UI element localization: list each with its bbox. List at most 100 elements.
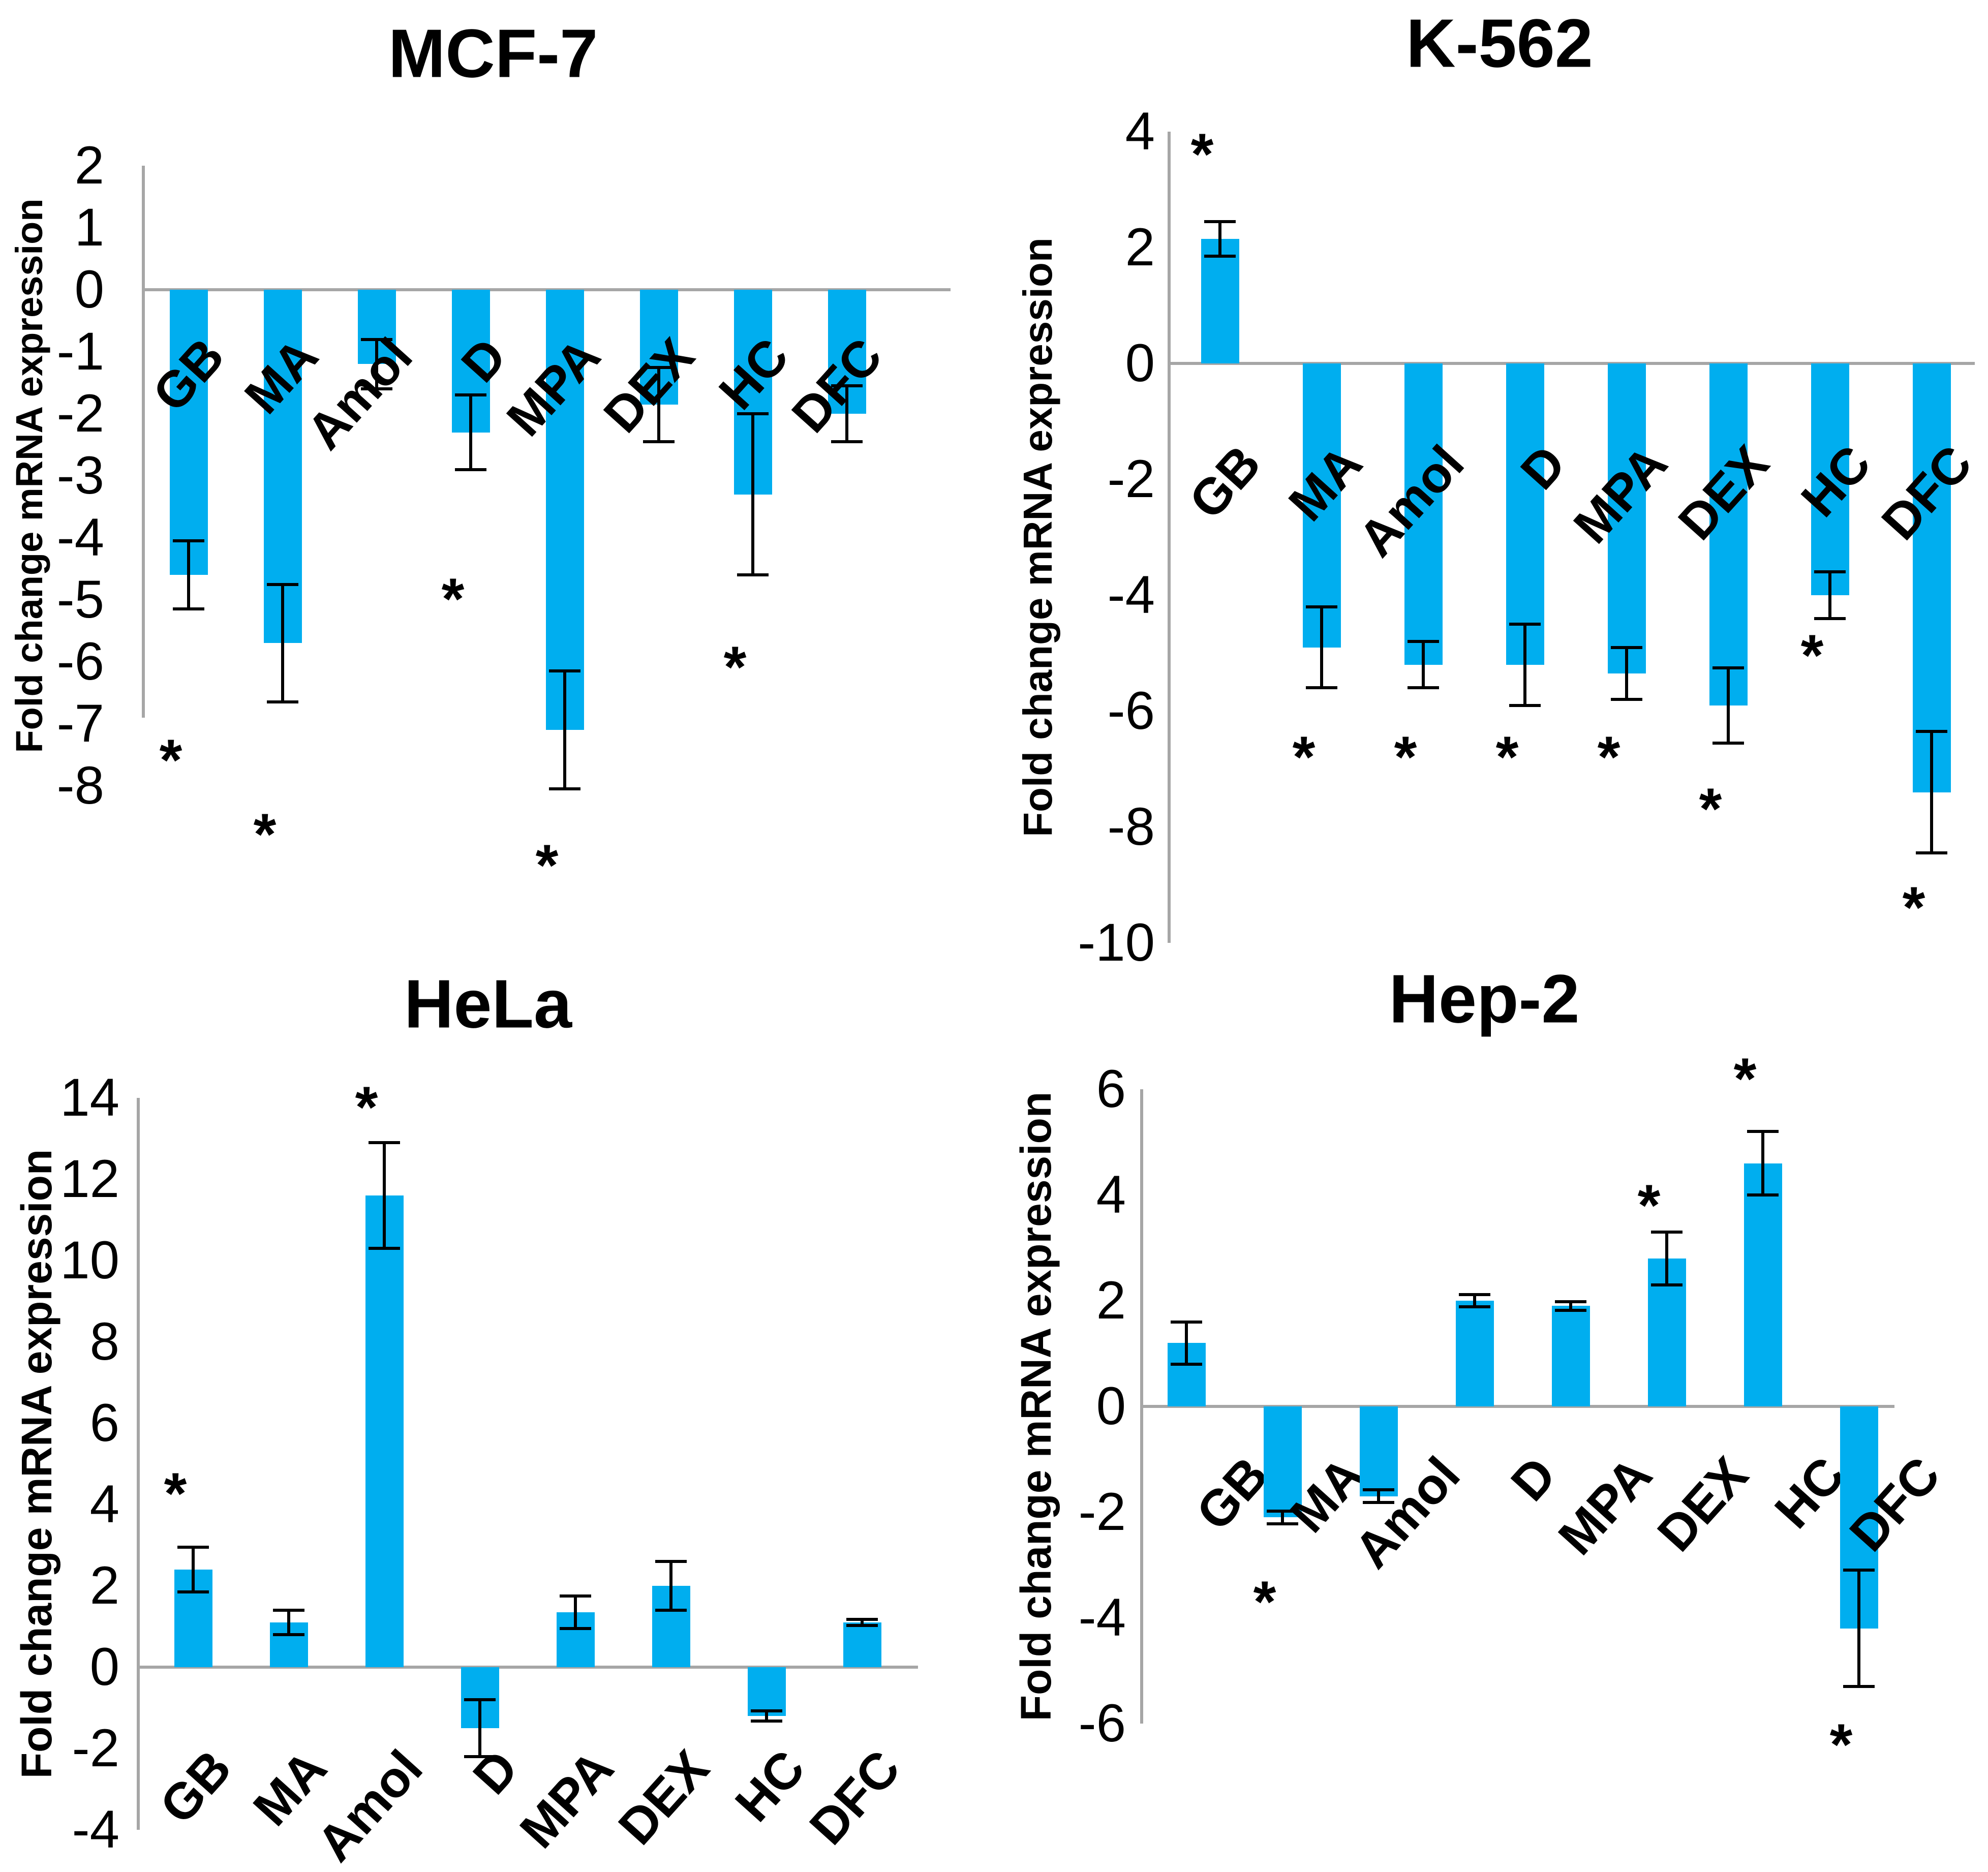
bar-dfc [843,1622,881,1667]
chart-title-hela: HeLa [404,965,572,1042]
y-axis-line [142,166,145,718]
error-bar-gb [187,541,190,609]
y-tick-label: -5 [56,570,104,629]
error-bar-cap-bottom [655,1609,687,1612]
y-tick-label: -2 [1078,1482,1126,1542]
bar-mpa [545,290,584,730]
category-label-d: D [1500,1446,1567,1512]
error-bar-mpa [1569,1302,1572,1310]
x-axis-line [1168,362,1975,365]
error-bar-cap-bottom [1204,255,1236,258]
error-bar-cap-top [361,337,392,341]
error-bar-amol [383,1143,386,1248]
error-bar-hc [765,1711,768,1721]
y-tick-label: -1 [56,322,104,381]
error-bar-amol [1422,641,1425,688]
significance-asterisk-dfc: * [1902,875,1925,941]
significance-asterisk-mpa: * [1597,724,1620,790]
error-bar-cap-bottom [369,1247,400,1250]
y-tick-label: 2 [1096,1271,1126,1330]
error-bar-ma [1320,606,1323,688]
significance-asterisk-hc: * [723,635,747,700]
error-bar-cap-bottom [1712,741,1744,745]
error-bar-dex [657,367,660,442]
bar-dfc [1912,363,1951,792]
error-bar-cap-top [1408,640,1439,643]
y-tick-label: -7 [56,694,104,753]
y-tick-label: -4 [1107,565,1155,625]
error-bar-gb [1185,1322,1188,1364]
error-bar-cap-bottom [1306,686,1337,690]
error-bar-cap-bottom [1363,1501,1394,1505]
y-axis-line [1168,132,1171,943]
y-tick-label: 12 [60,1149,119,1209]
y-tick-label: -8 [56,756,104,815]
significance-asterisk-dex: * [1699,777,1722,842]
error-bar-d [1473,1294,1476,1307]
bar-amol [1359,1406,1398,1496]
significance-asterisk-ma: * [1253,1570,1276,1635]
significance-asterisk-mpa: * [535,833,559,899]
y-tick-label: 0 [74,260,104,319]
y-tick-label: -6 [56,632,104,691]
bar-ma [1302,363,1341,648]
error-bar-dex [1727,667,1730,743]
error-bar-cap-bottom [1814,617,1846,620]
error-bar-cap-top [751,1709,782,1713]
error-bar-cap-bottom [1611,698,1642,701]
bar-mpa [1607,363,1646,673]
error-bar-cap-top [846,1617,878,1621]
error-bar-amol [375,339,378,389]
error-bar-cap-bottom [1651,1283,1683,1286]
y-tick-label: 6 [89,1393,119,1453]
y-tick-label: 10 [60,1231,119,1290]
error-bar-cap-top [1843,1569,1875,1572]
error-bar-cap-top [1459,1293,1490,1296]
error-bar-cap-top [1267,1509,1298,1513]
error-bar-dfc [1930,731,1933,853]
error-bar-cap-bottom [831,440,863,443]
error-bar-hc [751,414,754,575]
error-bar-cap-bottom [1509,703,1541,707]
error-bar-cap-top [1363,1488,1394,1492]
error-bar-hc [1828,572,1831,619]
y-tick-label: 4 [1125,102,1155,161]
y-tick-label: 4 [1096,1165,1126,1224]
error-bar-mpa [574,1596,577,1629]
error-bar-gb [1218,221,1221,257]
error-bar-d [478,1700,481,1757]
y-tick-label: 0 [1125,333,1155,393]
error-bar-cap-top [1204,220,1236,223]
category-label-mpa: MPA [1547,1446,1663,1566]
significance-asterisk-d: * [1495,724,1519,790]
error-bar-cap-bottom [549,787,580,791]
significance-asterisk-gb: * [159,728,182,793]
bar-hc [1811,363,1849,595]
error-bar-cap-bottom [177,1590,209,1593]
error-bar-cap-top [177,1546,209,1549]
y-tick-label: -4 [1078,1588,1126,1647]
significance-asterisk-dfc: * [1829,1712,1853,1778]
chart-title-mcf7: MCF-7 [388,15,598,92]
error-bar-cap-top [1171,1320,1202,1324]
error-bar-dfc [861,1619,864,1626]
error-bar-cap-top [464,1698,496,1701]
y-tick-label: -4 [56,508,104,567]
x-axis-line [1140,1405,1894,1408]
error-bar-d [1523,624,1526,705]
error-bar-cap-top [1747,1130,1779,1133]
error-bar-ma [287,1610,290,1635]
error-bar-cap-top [655,1560,687,1563]
error-bar-dfc [845,386,848,442]
y-tick-label: -6 [1078,1694,1126,1753]
y-tick-label: 2 [1125,218,1155,277]
significance-asterisk-hc: * [1733,1046,1757,1112]
significance-asterisk-ma: * [1292,724,1316,790]
significance-asterisk-hc: * [1800,623,1824,689]
error-bar-cap-bottom [1459,1305,1490,1309]
y-tick-label: -2 [56,384,104,443]
error-bar-dex [1665,1232,1668,1285]
error-bar-cap-top [549,669,580,673]
significance-asterisk-gb: * [1190,122,1214,188]
